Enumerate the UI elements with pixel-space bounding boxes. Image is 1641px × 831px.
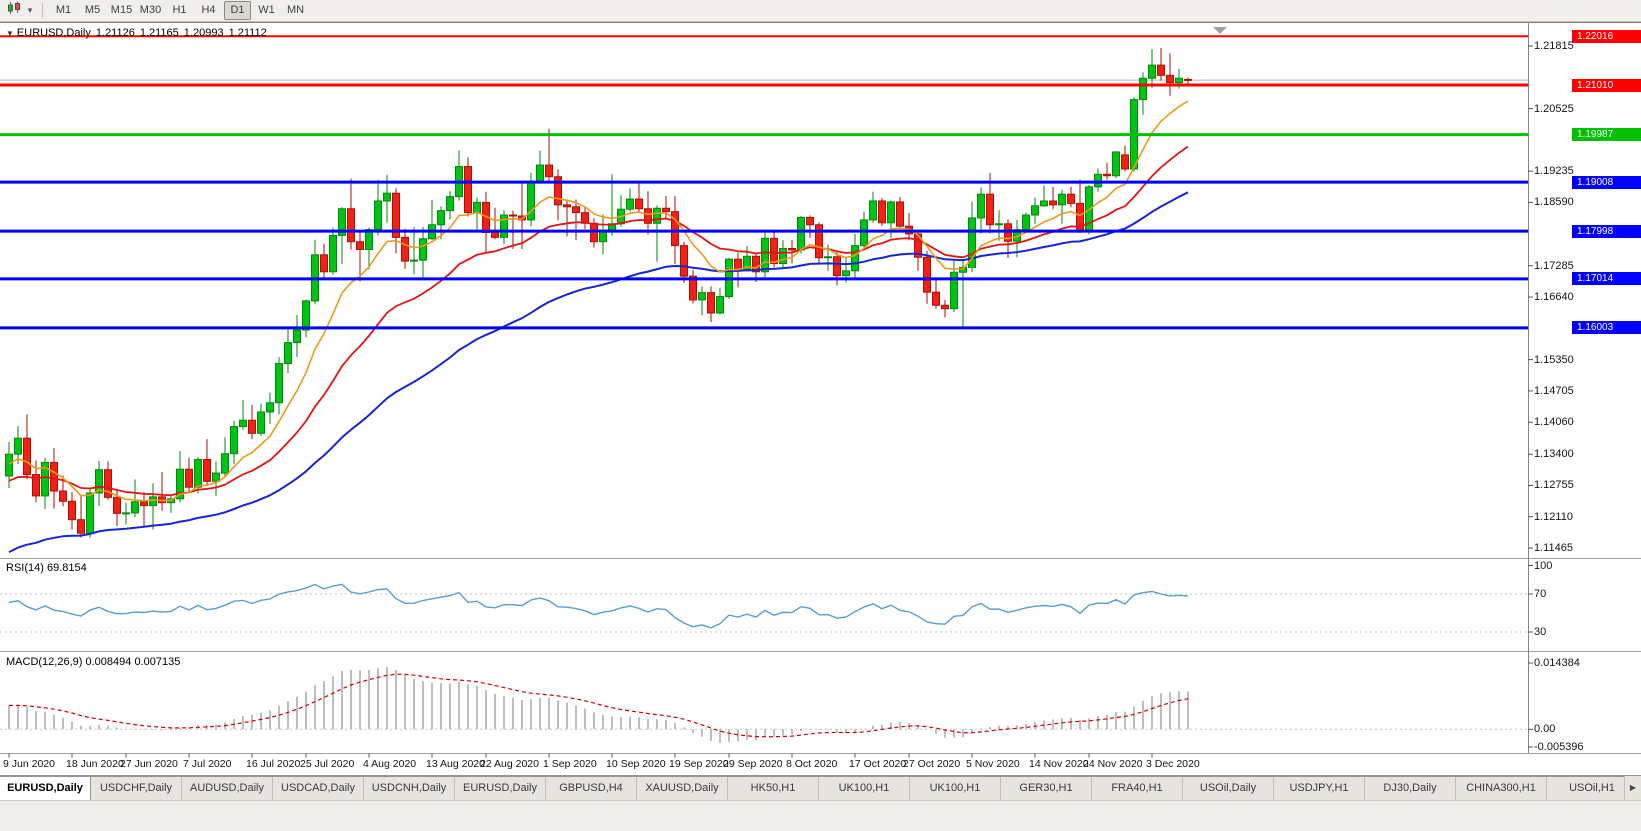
tab-usdcnh-daily[interactable]: USDCNH,Daily (364, 777, 455, 800)
caret-down-icon[interactable]: ▾ (27, 5, 33, 15)
toolbar-separator (42, 3, 43, 18)
timeframe-button-m5[interactable]: M5 (84, 4, 101, 16)
macd-main-value: 0.008494 (85, 656, 132, 668)
price-scale-tick: 1.11465 (1534, 542, 1573, 555)
date-axis-label: 13 Aug 2020 (426, 758, 485, 770)
timeframe-button-m1[interactable]: M1 (55, 4, 72, 16)
timeframe-button-h4[interactable]: H4 (201, 4, 216, 16)
date-axis-label: 10 Sep 2020 (606, 758, 666, 770)
price-scale-tick: 1.17285 (1534, 259, 1574, 272)
date-axis-label: 14 Nov 2020 (1029, 758, 1089, 770)
tab-usdchf-daily[interactable]: USDCHF,Daily (91, 777, 182, 800)
price-line-label: 1.17998 (1572, 224, 1641, 238)
candlestick-chart-icon (7, 1, 21, 20)
tab-audusd-daily[interactable]: AUDUSD,Daily (182, 777, 273, 800)
price-scale-tick: 1.16640 (1534, 291, 1574, 304)
date-axis-label: 25 Jul 2020 (300, 758, 355, 770)
date-axis-label: 9 Jun 2020 (3, 758, 55, 770)
price-scale-tick: 1.12110 (1534, 510, 1573, 523)
price-line-label: 1.21010 (1572, 78, 1641, 92)
price-scale-tick: 1.19235 (1534, 165, 1574, 178)
date-axis-label: 24 Nov 2020 (1083, 758, 1143, 770)
symbol-dropdown-icon[interactable]: ▼ (6, 29, 14, 38)
date-axis-label: 1 Sep 2020 (543, 758, 597, 770)
tab-fra40-h1[interactable]: FRA40,H1 (1092, 777, 1183, 800)
macd-scale-tick: 0.00 (1534, 723, 1556, 736)
macd-indicator-title: MACD(12,26,9) 0.008494 0.007135 (6, 656, 180, 668)
chart-window[interactable] (0, 22, 1641, 776)
date-axis-label: 18 Jun 2020 (66, 758, 124, 770)
price-line-label: 1.16003 (1572, 321, 1641, 335)
quote-open: 1.21126 (95, 27, 135, 39)
tab-uk100-h1[interactable]: UK100,H1 (819, 777, 910, 800)
date-axis-label: 27 Oct 2020 (903, 758, 961, 770)
date-axis-label: 16 Jul 2020 (246, 758, 301, 770)
price-scale-tick: 1.13400 (1534, 448, 1574, 461)
price-scale-tick: 1.15350 (1534, 353, 1574, 366)
price-line-label: 1.22016 (1572, 29, 1641, 43)
date-axis-label: 5 Nov 2020 (966, 758, 1020, 770)
price-line-label: 1.19008 (1572, 175, 1641, 189)
chart-tab-bar: EURUSD,Daily USDCHF,Daily AUDUSD,Daily USDC… (0, 776, 1641, 800)
tab-usdjpy-h1[interactable]: USDJPY,H1 (1274, 777, 1365, 800)
chart-title: ▼ EURUSD,Daily 1.21126 1.21165 1.20993 1.2111… (6, 27, 272, 39)
quote-low: 1.20993 (183, 27, 224, 39)
price-scale-tick: 1.21815 (1534, 39, 1574, 52)
date-axis-label: 7 Jul 2020 (183, 758, 232, 770)
price-line-label: 1.19987 (1572, 128, 1641, 142)
quote-close: 1.21112 (228, 27, 267, 39)
date-axis-label: 17 Oct 2020 (849, 758, 907, 770)
tab-usdcad-daily[interactable]: USDCAD,Daily (273, 777, 364, 800)
quote-high: 1.21165 (139, 27, 179, 39)
timeframe-button-m15[interactable]: M15 (110, 4, 133, 16)
rsi-scale-tick: 70 (1534, 588, 1547, 600)
price-line-label: 1.17014 (1572, 272, 1641, 286)
tab-ger30-h1[interactable]: GER30,H1 (1001, 777, 1092, 800)
tab-uk100-h1[interactable]: UK100,H1 (910, 777, 1001, 800)
date-axis-label: 4 Aug 2020 (363, 758, 417, 770)
tab-xauusd-daily[interactable]: XAUUSD,Daily (637, 777, 728, 800)
timeframe-buttons: M1 M5 M15 M30 H1 H4 D1 W1 MN (49, 1, 310, 20)
rsi-label: RSI(14) (6, 562, 44, 574)
date-axis-label: 29 Sep 2020 (723, 758, 783, 770)
macd-label: MACD(12,26,9) (6, 656, 83, 668)
tab-china300-h1[interactable]: CHINA300,H1 (1456, 777, 1547, 800)
price-scale-tick: 1.20525 (1534, 102, 1574, 115)
timeframe-button-m30[interactable]: M30 (139, 4, 162, 16)
timeframe-button-d1[interactable]: D1 (224, 1, 251, 20)
macd-scale-tick: 0.014384 (1534, 657, 1580, 669)
rsi-indicator-title: RSI(14) 69.8154 (6, 562, 87, 574)
tab-hk50-h1[interactable]: HK50,H1 (728, 777, 819, 800)
tab-dj30-daily[interactable]: DJ30,Daily (1365, 777, 1456, 800)
timeframe-button-mn[interactable]: MN (286, 4, 305, 16)
date-axis-label: 22 Aug 2020 (480, 758, 539, 770)
date-axis-label: 19 Sep 2020 (669, 758, 729, 770)
rsi-scale-tick: 30 (1534, 626, 1547, 638)
timeframe-toolbar: ▾ M1 M5 M15 M30 H1 H4 D1 W1 MN (0, 0, 1641, 22)
price-scale-tick: 1.14060 (1534, 416, 1574, 429)
date-axis-label: 3 Dec 2020 (1146, 758, 1200, 770)
timeframe-button-w1[interactable]: W1 (258, 4, 275, 16)
tab-eurusd-daily[interactable]: EURUSD,Daily (455, 777, 546, 800)
rsi-value: 69.8154 (46, 562, 87, 574)
tab-scroll-right-button[interactable]: ▶ (1624, 776, 1641, 800)
tab-usoil-h1[interactable]: USOil,H1 (1547, 777, 1638, 800)
price-scale-tick: 1.12755 (1534, 479, 1574, 492)
chart-type-button[interactable] (4, 1, 24, 20)
macd-scale-tick: -0.005396 (1534, 741, 1584, 753)
macd-signal-value: 0.007135 (134, 656, 181, 668)
bottom-strip (0, 800, 1641, 831)
date-axis-label: 8 Oct 2020 (786, 758, 838, 770)
rsi-scale-tick: 100 (1534, 559, 1553, 572)
tab-eurusd-daily[interactable]: EURUSD,Daily (0, 777, 91, 800)
price-scale-tick: 1.18590 (1534, 196, 1574, 209)
price-scale-tick: 1.14705 (1534, 384, 1574, 397)
chart-symbol-label: EURUSD,Daily (16, 27, 91, 39)
tab-gbpusd-h4[interactable]: GBPUSD,H4 (546, 777, 637, 800)
date-axis-label: 27 Jun 2020 (120, 758, 178, 770)
timeframe-button-h1[interactable]: H1 (172, 4, 187, 16)
tab-usoil-daily[interactable]: USOil,Daily (1183, 777, 1274, 800)
